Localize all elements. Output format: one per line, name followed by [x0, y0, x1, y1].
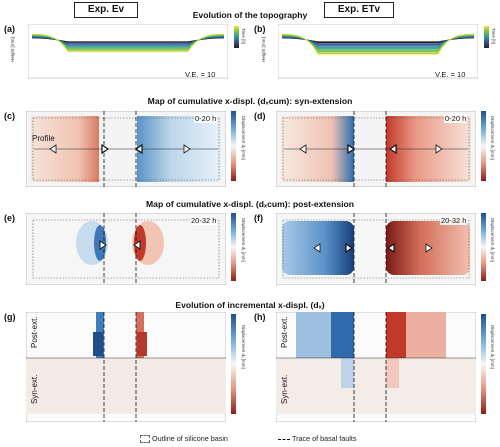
cumulative-colorbar-f	[481, 213, 486, 281]
section-incr-title: Evolution of incremental x-displ. (dₓ)	[175, 300, 325, 310]
panel-label-f: (f)	[254, 213, 263, 223]
section-topography-title: Evolution of the topography	[192, 10, 308, 20]
legend-outline-label: Outline of silicone basin	[152, 434, 228, 443]
panel-label-b: (b)	[254, 24, 266, 34]
cumulative-colorbar-label-f: Displacement dₓ [mm]	[490, 218, 495, 262]
panel-label-h: (h)	[254, 312, 266, 322]
panel-label-a: (a)	[4, 24, 15, 34]
ve-label-b: V.E. = 10	[435, 70, 466, 79]
topography-curve	[31, 33, 225, 53]
cumulative-colorbar-e	[231, 213, 236, 281]
cumulative-colorbar-c	[231, 111, 236, 181]
phase-post-label-h: Post-ext.	[280, 316, 289, 348]
incremental-colorbar-label-g: Displacement dₓ [mm]	[241, 325, 246, 369]
topography-curves-ev	[31, 33, 225, 53]
time-colorbar-label-a: Time [h]	[241, 28, 246, 45]
panel-label-e: (e)	[4, 213, 15, 223]
profile-label: Profile	[32, 134, 55, 143]
incremental-colorbar-g	[231, 314, 236, 414]
panel-label-c: (c)	[4, 111, 15, 121]
time-label-e: 20-32 h	[190, 216, 218, 225]
topography-curves-etv	[281, 33, 475, 55]
displacement-map-d	[276, 111, 476, 187]
time-label-d: 0-20 h	[444, 114, 468, 123]
displacement-map-e	[26, 213, 226, 285]
time-label-f: 20-32 h	[440, 216, 468, 225]
time-colorbar-b	[484, 26, 489, 48]
header-exp-ev: Exp. Ev	[74, 2, 138, 18]
panel-label-g: (g)	[4, 312, 16, 322]
displacement-map-c	[26, 111, 226, 187]
ve-label-a: V.E. = 10	[185, 70, 216, 79]
cumulative-colorbar-label-c: Displacement dₓ [mm]	[241, 116, 246, 160]
header-exp-etv: Exp. ETv	[324, 2, 394, 18]
phase-syn-label-g: Syn-ext.	[30, 374, 39, 404]
section-post-title: Map of cumulative x-displ. (dₓcum): post…	[146, 199, 354, 209]
legend-outline: Outline of silicone basin	[140, 434, 228, 444]
incremental-colorbar-h	[481, 314, 486, 414]
incremental-colorbar-label-h: Displacement dₓ [mm]	[490, 325, 495, 369]
section-syn-title: Map of cumulative x-displ. (dₓcum): syn-…	[147, 96, 353, 106]
panel-label-d: (d)	[254, 111, 266, 121]
outline-swatch-icon	[140, 435, 150, 444]
cumulative-colorbar-label-e: Displacement dₓ [mm]	[241, 218, 246, 262]
cumulative-colorbar-d	[481, 111, 486, 181]
height-axis-label-b: Height [mm]	[261, 37, 266, 62]
incremental-map-g	[26, 312, 226, 422]
legend-faults-label: Trace of basal faults	[292, 434, 357, 443]
topography-plot-etv	[278, 24, 478, 79]
topography-plot-ev	[28, 24, 228, 79]
phase-post-label-g: Post-ext.	[30, 316, 39, 348]
cumulative-colorbar-label-d: Displacement dₓ [mm]	[490, 116, 495, 160]
fault-swatch-icon	[278, 438, 290, 440]
height-axis-label-a: Height [mm]	[10, 37, 15, 62]
time-label-c: 0-20 h	[194, 114, 218, 123]
incremental-map-h	[276, 312, 476, 422]
time-colorbar-a	[234, 26, 239, 48]
legend-faults: Trace of basal faults	[278, 434, 356, 443]
topography-curve	[281, 33, 475, 55]
displacement-map-f	[276, 213, 476, 285]
phase-syn-label-h: Syn-ext.	[280, 374, 289, 404]
time-colorbar-label-b: Time [h]	[491, 28, 496, 45]
